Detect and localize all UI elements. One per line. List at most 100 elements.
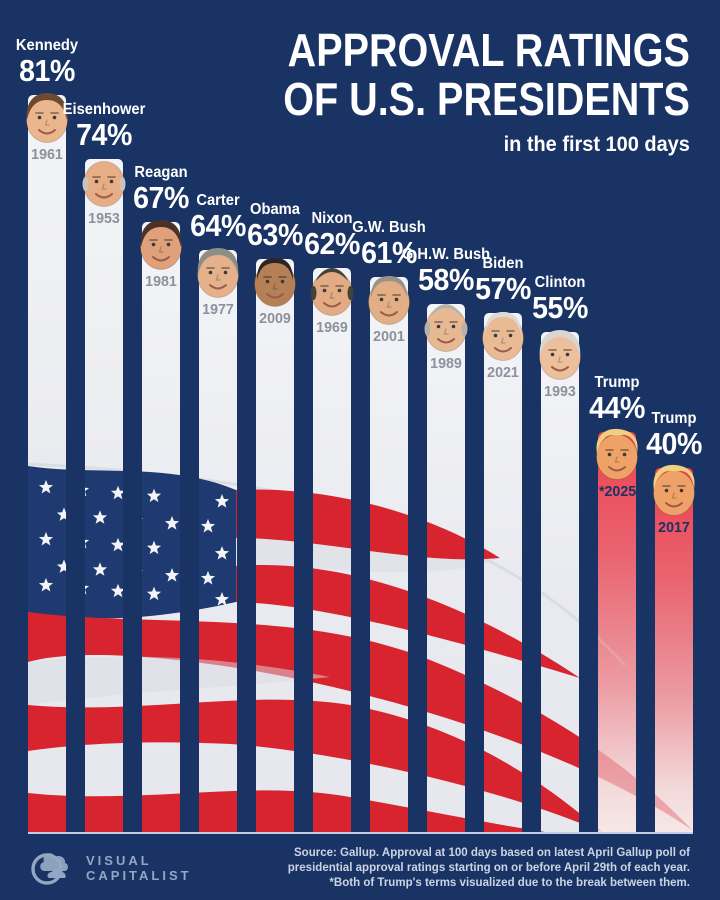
bar-trump-2025 — [598, 432, 636, 832]
bar-value-label-nixon-1969: 62% — [304, 226, 360, 261]
title-line-2: OF U.S. PRESIDENTS — [283, 73, 690, 125]
president-face-icon — [82, 161, 126, 207]
president-portrait-g-h-w-bush-1989 — [422, 299, 470, 353]
president-portrait-eisenhower-1953 — [80, 154, 128, 208]
page-title: APPROVAL RATINGS OF U.S. PRESIDENTS in t… — [217, 26, 690, 157]
president-face-icon — [310, 268, 354, 316]
source-line-2: presidential approval ratings starting o… — [287, 860, 690, 874]
president-face-icon — [653, 464, 695, 516]
chart-baseline — [28, 832, 693, 834]
president-face-icon — [254, 258, 296, 307]
bar-value-label-eisenhower-1953: 74% — [76, 117, 132, 152]
visual-capitalist-logo-icon — [31, 853, 68, 885]
bar-year-label-trump-2025: *2025 — [598, 483, 637, 500]
us-flag-art — [256, 486, 294, 832]
bar-value-label-kennedy-1961: 81% — [19, 53, 75, 88]
visual-capitalist-logo-text: VISUAL CAPITALIST — [86, 853, 192, 883]
president-face-icon — [140, 220, 182, 270]
president-face-icon — [197, 248, 239, 298]
us-flag-art — [655, 794, 692, 830]
president-face-icon — [539, 330, 581, 380]
us-flag-art — [427, 521, 465, 832]
bar-name-label-reagan-1981: Reagan — [134, 164, 188, 181]
president-portrait-carter-1977 — [194, 245, 242, 299]
bar-name-label-eisenhower-1953: Eisenhower — [62, 101, 146, 118]
president-portrait-clinton-1993 — [536, 327, 584, 381]
president-face-icon — [26, 93, 68, 143]
bar-name-label-carter-1977: Carter — [196, 192, 240, 209]
bar-name-label-biden-2021: Biden — [482, 255, 524, 272]
bar-year-label-nixon-1969: 1969 — [316, 319, 348, 336]
bar-g-h-w-bush-1989 — [427, 304, 465, 832]
bar-nixon-1969 — [313, 268, 351, 832]
us-flag-art — [28, 462, 66, 832]
bar-value-label-g-h-w-bush-1989: 58% — [418, 262, 474, 297]
us-flag-art — [142, 470, 180, 832]
source-line-3: *Both of Trump's terms visualized due to… — [329, 875, 690, 889]
bar-year-label-carter-1977: 1977 — [202, 301, 234, 318]
bar-year-label-kennedy-1961: 1961 — [31, 146, 63, 163]
bar-value-label-biden-2021: 57% — [475, 271, 531, 306]
bar-value-label-obama-2009: 63% — [247, 217, 303, 252]
logo-word-visual: VISUAL — [86, 853, 152, 868]
bar-name-label-trump-2017: Trump — [651, 410, 697, 427]
bar-year-label-trump-2017: 2017 — [658, 519, 690, 536]
bar-g-w-bush-2001 — [370, 277, 408, 832]
bar-name-label-obama-2009: Obama — [250, 201, 300, 218]
bar-kennedy-1961 — [28, 95, 66, 832]
us-flag-art — [598, 636, 636, 832]
bar-value-label-carter-1977: 64% — [190, 208, 246, 243]
bar-name-label-g-h-w-bush-1989: G.H.W. Bush — [401, 246, 491, 263]
bar-biden-2021 — [484, 313, 522, 832]
bar-value-label-trump-2017: 40% — [646, 426, 702, 461]
bar-year-label-g-h-w-bush-1989: 1989 — [430, 355, 462, 372]
president-portrait-g-w-bush-2001 — [365, 272, 413, 326]
president-face-icon — [596, 428, 638, 480]
president-portrait-kennedy-1961 — [23, 90, 71, 144]
bar-eisenhower-1953 — [85, 159, 123, 832]
bar-trump-2017 — [655, 468, 693, 832]
us-flag-art — [313, 493, 351, 832]
president-face-icon — [368, 276, 410, 325]
us-flag-art — [85, 465, 123, 832]
bar-year-label-obama-2009: 2009 — [259, 310, 291, 327]
title-subtitle: in the first 100 days — [503, 133, 690, 156]
bar-name-label-clinton-1993: Clinton — [534, 274, 586, 291]
bar-value-label-reagan-1981: 67% — [133, 180, 189, 215]
bar-year-label-eisenhower-1953: 1953 — [88, 210, 120, 227]
logo-word-capitalist: CAPITALIST — [86, 868, 192, 883]
president-portrait-biden-2021 — [479, 308, 527, 362]
bar-clinton-1993 — [541, 332, 579, 832]
bar-year-label-biden-2021: 2021 — [487, 364, 519, 381]
bar-obama-2009 — [256, 259, 294, 832]
president-portrait-trump-2025 — [593, 427, 641, 481]
president-face-icon — [424, 304, 468, 352]
president-portrait-reagan-1981 — [137, 217, 185, 271]
visual-capitalist-logo: VISUAL CAPITALIST — [30, 848, 192, 888]
bar-carter-1977 — [199, 250, 237, 832]
us-flag-art — [541, 590, 579, 832]
bar-name-label-trump-2025: Trump — [594, 374, 640, 391]
bar-year-label-g-w-bush-2001: 2001 — [373, 328, 405, 345]
bar-year-label-reagan-1981: 1981 — [145, 273, 177, 290]
us-flag-art — [484, 548, 522, 832]
source-line-1: Source: Gallup. Approval at 100 days bas… — [293, 845, 690, 859]
president-portrait-obama-2009 — [251, 254, 299, 308]
bar-reagan-1981 — [142, 222, 180, 832]
president-portrait-nixon-1969 — [308, 263, 356, 317]
bar-value-label-g-w-bush-2001: 61% — [361, 235, 417, 270]
president-face-icon — [482, 312, 524, 361]
bar-value-label-trump-2025: 44% — [589, 390, 645, 425]
bar-name-label-g-w-bush-2001: G.W. Bush — [352, 219, 426, 236]
source-note: Source: Gallup. Approval at 100 days bas… — [288, 845, 690, 890]
bar-year-label-clinton-1993: 1993 — [544, 383, 576, 400]
bar-name-label-nixon-1969: Nixon — [311, 210, 353, 227]
us-flag-art — [370, 503, 408, 832]
us-flag-art — [199, 477, 237, 832]
bar-name-label-kennedy-1961: Kennedy — [15, 37, 79, 54]
president-portrait-trump-2017 — [650, 463, 698, 517]
title-line-1: APPROVAL RATINGS — [287, 24, 690, 76]
bar-value-label-clinton-1993: 55% — [532, 290, 588, 325]
